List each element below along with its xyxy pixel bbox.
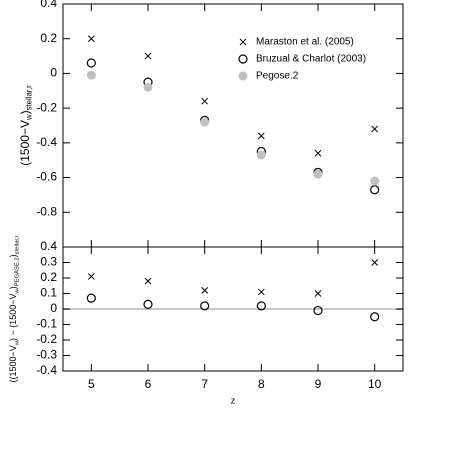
marker-dot — [370, 176, 380, 186]
legend-label: Bruzual & Charlot (2003) — [256, 54, 366, 65]
marker-cross — [257, 132, 265, 140]
y-tick-label: 0.2 — [40, 31, 57, 45]
y-tick-label: -0.2 — [36, 100, 57, 114]
marker-circle — [256, 301, 266, 311]
legend-label: Pegose.2 — [256, 71, 299, 82]
marker-cross — [87, 273, 95, 280]
marker-dot — [200, 117, 210, 127]
marker-cross — [201, 97, 209, 105]
cross-stroke — [87, 35, 95, 43]
legend-dot — [238, 71, 248, 81]
label-part: ) — [18, 110, 32, 114]
marker-cross — [314, 290, 322, 297]
y-tick-label: -0.2 — [36, 332, 57, 346]
label-subscript: PEGASE.2 — [14, 257, 20, 286]
y-tick-label: -0.8 — [36, 204, 57, 218]
marker-circle — [86, 58, 96, 68]
y-tick-label: -0.4 — [36, 363, 57, 377]
x-tick-label: 5 — [88, 377, 95, 391]
marker-cross — [201, 287, 209, 294]
y-axis-label: (1500−Vw)stellar,r — [18, 85, 33, 166]
label-part: (1500−V — [18, 120, 32, 166]
legend-circle — [238, 54, 248, 64]
marker-circle — [370, 185, 380, 195]
y-tick-label: 0.3 — [40, 255, 57, 269]
marker-circle — [143, 299, 153, 309]
label-part: ) − (1500−V — [8, 293, 18, 341]
legend-marker — [238, 71, 248, 81]
marker-cross — [371, 259, 379, 266]
cross-stroke — [239, 38, 247, 46]
cross-stroke — [144, 52, 152, 60]
label-subscript: w — [14, 288, 20, 294]
marker-cross — [87, 35, 95, 43]
label-subscript: w — [25, 114, 34, 121]
cross-stroke — [87, 273, 95, 280]
cross-stroke — [257, 288, 265, 296]
y-tick-label: 0.4 — [40, 239, 57, 253]
x-tick-label: 6 — [145, 377, 152, 391]
y-tick-label: 0.2 — [40, 270, 57, 284]
cross-stroke — [144, 277, 152, 285]
y-tick-label: -0.6 — [36, 170, 57, 184]
legend-marker — [239, 38, 247, 46]
label-part: ((1500−V — [8, 345, 18, 382]
cross-stroke — [257, 132, 265, 140]
y-tick-label: -0.1 — [36, 317, 57, 331]
cross-stroke — [314, 290, 322, 297]
label-subscript: stellar,r — [25, 85, 34, 111]
cross-stroke — [371, 125, 379, 133]
marker-dot — [256, 150, 266, 160]
label-subscript: w — [14, 340, 20, 346]
y-tick-label: -0.4 — [36, 135, 57, 149]
y-tick-label: 0 — [50, 301, 57, 315]
label-part: ) — [8, 286, 18, 289]
x-axis-label: z — [231, 395, 236, 405]
cross-stroke — [371, 259, 379, 266]
label-subscript: stellar,r — [14, 235, 20, 254]
y-tick-label: 0 — [50, 66, 57, 80]
marker-cross — [371, 125, 379, 133]
x-tick-label: 7 — [201, 377, 208, 391]
x-tick-label: 10 — [368, 377, 382, 391]
label-part: ) — [8, 254, 18, 257]
marker-cross — [144, 52, 152, 60]
legend-label: Maraston et al. (2005) — [256, 37, 354, 48]
cross-stroke — [201, 97, 209, 105]
marker-circle — [313, 305, 323, 316]
y-tick-label: 0.4 — [40, 0, 57, 10]
x-tick-label: 9 — [315, 377, 322, 391]
cross-stroke — [201, 287, 209, 294]
cross-stroke — [314, 149, 322, 157]
marker-dot — [86, 70, 96, 80]
y-tick-label: -0.3 — [36, 348, 57, 362]
marker-cross — [257, 288, 265, 296]
y-tick-label: 0.1 — [40, 286, 57, 300]
y-axis-label: ((1500−Vw) − (1500−Vw)PEGASE.2)stellar,r — [8, 235, 20, 382]
x-tick-label: 8 — [258, 377, 265, 391]
marker-dot — [313, 169, 323, 179]
marker-cross — [144, 277, 152, 285]
marker-circle — [370, 312, 380, 322]
marker-circle — [200, 301, 210, 311]
marker-cross — [314, 149, 322, 157]
legend-marker — [238, 54, 248, 64]
marker-circle — [86, 293, 96, 303]
marker-dot — [143, 82, 153, 92]
